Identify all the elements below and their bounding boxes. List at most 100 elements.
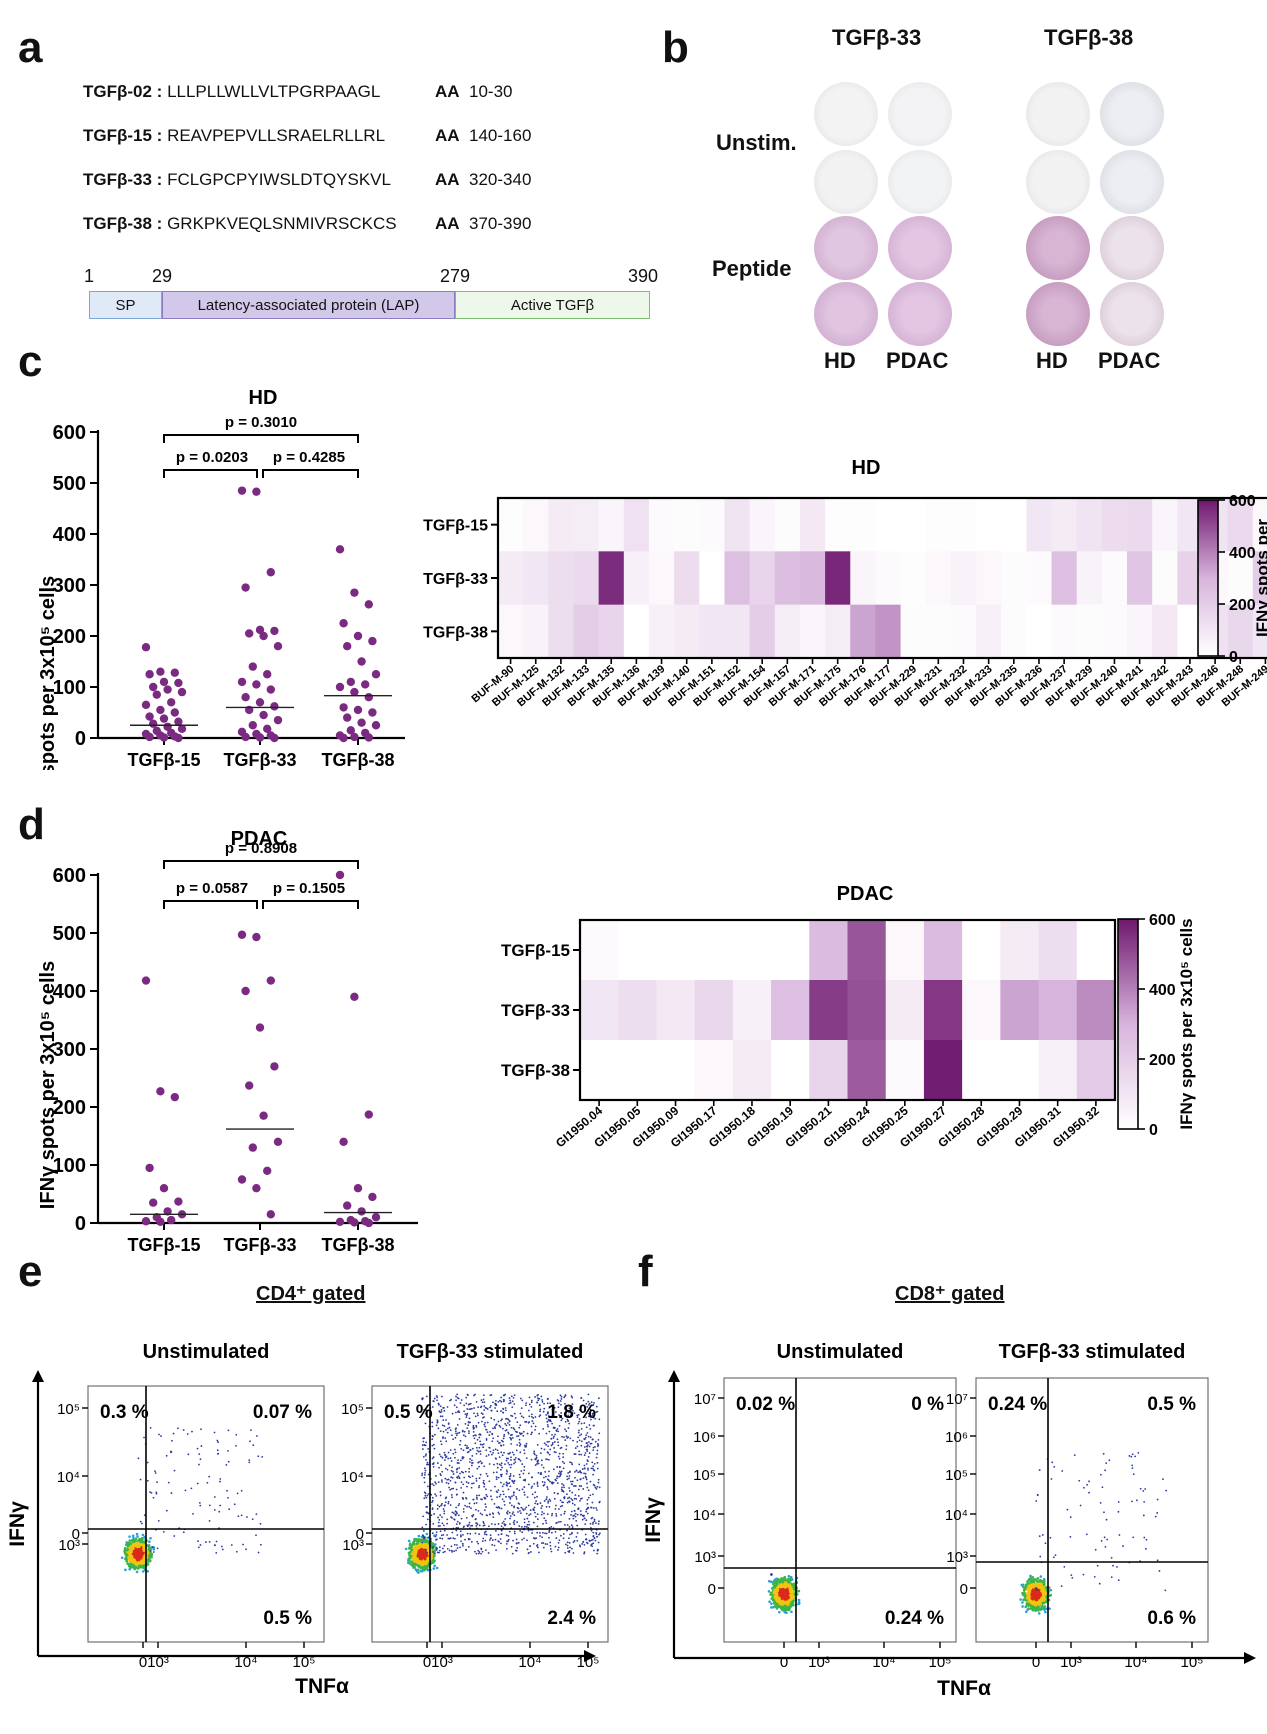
flow-y-tick-label: 10⁴ bbox=[57, 1469, 80, 1486]
event-dot bbox=[451, 1412, 454, 1415]
event-dot bbox=[459, 1472, 461, 1475]
data-point bbox=[353, 705, 363, 715]
event-dot bbox=[432, 1567, 436, 1570]
event-dot bbox=[419, 1560, 423, 1564]
event-dot bbox=[546, 1488, 549, 1491]
event-dot bbox=[581, 1468, 584, 1470]
event-dot bbox=[556, 1438, 559, 1441]
event-dot bbox=[574, 1515, 577, 1518]
event-dot bbox=[520, 1407, 523, 1410]
event-dot bbox=[589, 1494, 592, 1497]
event-dot bbox=[513, 1462, 515, 1465]
event-dot bbox=[457, 1475, 460, 1478]
data-point bbox=[156, 705, 165, 715]
event-dot bbox=[225, 1464, 228, 1466]
event-dot bbox=[468, 1408, 471, 1411]
event-dot bbox=[460, 1540, 462, 1543]
event-dot bbox=[591, 1516, 594, 1519]
event-dot bbox=[469, 1458, 471, 1460]
event-dot bbox=[579, 1478, 582, 1480]
colorbar-tick-label: 200 bbox=[1149, 1052, 1176, 1069]
event-dot bbox=[592, 1531, 595, 1534]
data-point bbox=[149, 682, 158, 692]
event-dot bbox=[141, 1570, 145, 1573]
event-dot bbox=[509, 1523, 511, 1525]
event-dot bbox=[531, 1476, 534, 1479]
event-dot bbox=[455, 1488, 458, 1491]
aa-range: 320-340 bbox=[469, 170, 532, 189]
panel-label-a: a bbox=[18, 23, 43, 72]
event-dot bbox=[462, 1534, 464, 1536]
event-dot bbox=[545, 1475, 547, 1478]
event-dot bbox=[414, 1559, 417, 1563]
event-dot bbox=[471, 1462, 474, 1464]
colorbar-label-group: IFNγ spots per bbox=[1253, 519, 1267, 637]
event-dot bbox=[456, 1512, 458, 1515]
event-dot bbox=[536, 1544, 539, 1546]
data-point bbox=[141, 1217, 151, 1226]
event-dot bbox=[469, 1532, 472, 1535]
colorbar bbox=[1197, 499, 1219, 657]
event-dot bbox=[481, 1420, 483, 1423]
event-dot bbox=[440, 1534, 443, 1537]
event-dot bbox=[474, 1393, 476, 1396]
event-dot bbox=[423, 1536, 426, 1539]
event-dot bbox=[788, 1583, 791, 1586]
event-dot bbox=[580, 1471, 583, 1474]
event-dot bbox=[465, 1414, 468, 1417]
event-dot bbox=[538, 1404, 541, 1407]
event-dot bbox=[439, 1430, 442, 1433]
event-dot bbox=[489, 1394, 492, 1397]
heatmap-cell bbox=[950, 498, 977, 552]
event-dot bbox=[597, 1522, 600, 1525]
event-dot bbox=[480, 1548, 483, 1551]
event-dot bbox=[508, 1530, 511, 1533]
event-dot bbox=[453, 1404, 456, 1407]
event-dot bbox=[593, 1549, 595, 1552]
heatmap-cell bbox=[674, 604, 700, 659]
data-point bbox=[167, 698, 176, 707]
event-dot bbox=[580, 1433, 583, 1436]
event-dot bbox=[497, 1476, 500, 1479]
event-dot bbox=[559, 1394, 562, 1397]
event-dot bbox=[227, 1496, 229, 1499]
heatmap-title: PDAC bbox=[837, 883, 894, 905]
event-dot bbox=[568, 1422, 571, 1425]
event-dot bbox=[511, 1479, 514, 1482]
event-dot bbox=[569, 1546, 571, 1549]
event-dot bbox=[512, 1539, 514, 1542]
event-dot bbox=[525, 1525, 528, 1528]
event-dot bbox=[551, 1441, 554, 1444]
event-dot bbox=[233, 1503, 236, 1506]
event-dot bbox=[132, 1545, 135, 1549]
event-dot bbox=[165, 1509, 168, 1512]
event-dot bbox=[545, 1432, 548, 1435]
event-dot bbox=[525, 1445, 528, 1448]
event-dot bbox=[484, 1503, 487, 1506]
event-dot bbox=[518, 1441, 521, 1444]
event-dot bbox=[562, 1537, 565, 1540]
data-point bbox=[255, 733, 265, 742]
event-dot bbox=[568, 1526, 571, 1528]
event-dot bbox=[553, 1406, 556, 1409]
event-dot bbox=[500, 1451, 503, 1454]
peptide-sequence: LLLPLLWLLVLTPGRPAAGL bbox=[167, 82, 381, 101]
event-dot bbox=[213, 1496, 216, 1498]
event-dot bbox=[594, 1486, 597, 1489]
heatmap-cell bbox=[1101, 551, 1128, 606]
event-dot bbox=[468, 1432, 470, 1435]
event-dot bbox=[557, 1455, 560, 1458]
event-dot bbox=[575, 1535, 578, 1538]
event-dot bbox=[218, 1510, 221, 1513]
heatmap-cell bbox=[598, 498, 625, 552]
event-dot bbox=[503, 1523, 506, 1526]
event-dot bbox=[497, 1435, 499, 1438]
event-dot bbox=[452, 1537, 455, 1539]
event-dot bbox=[574, 1447, 577, 1449]
event-dot bbox=[437, 1481, 440, 1484]
event-dot bbox=[198, 1463, 200, 1466]
event-dot bbox=[538, 1551, 540, 1554]
event-dot bbox=[578, 1439, 581, 1442]
